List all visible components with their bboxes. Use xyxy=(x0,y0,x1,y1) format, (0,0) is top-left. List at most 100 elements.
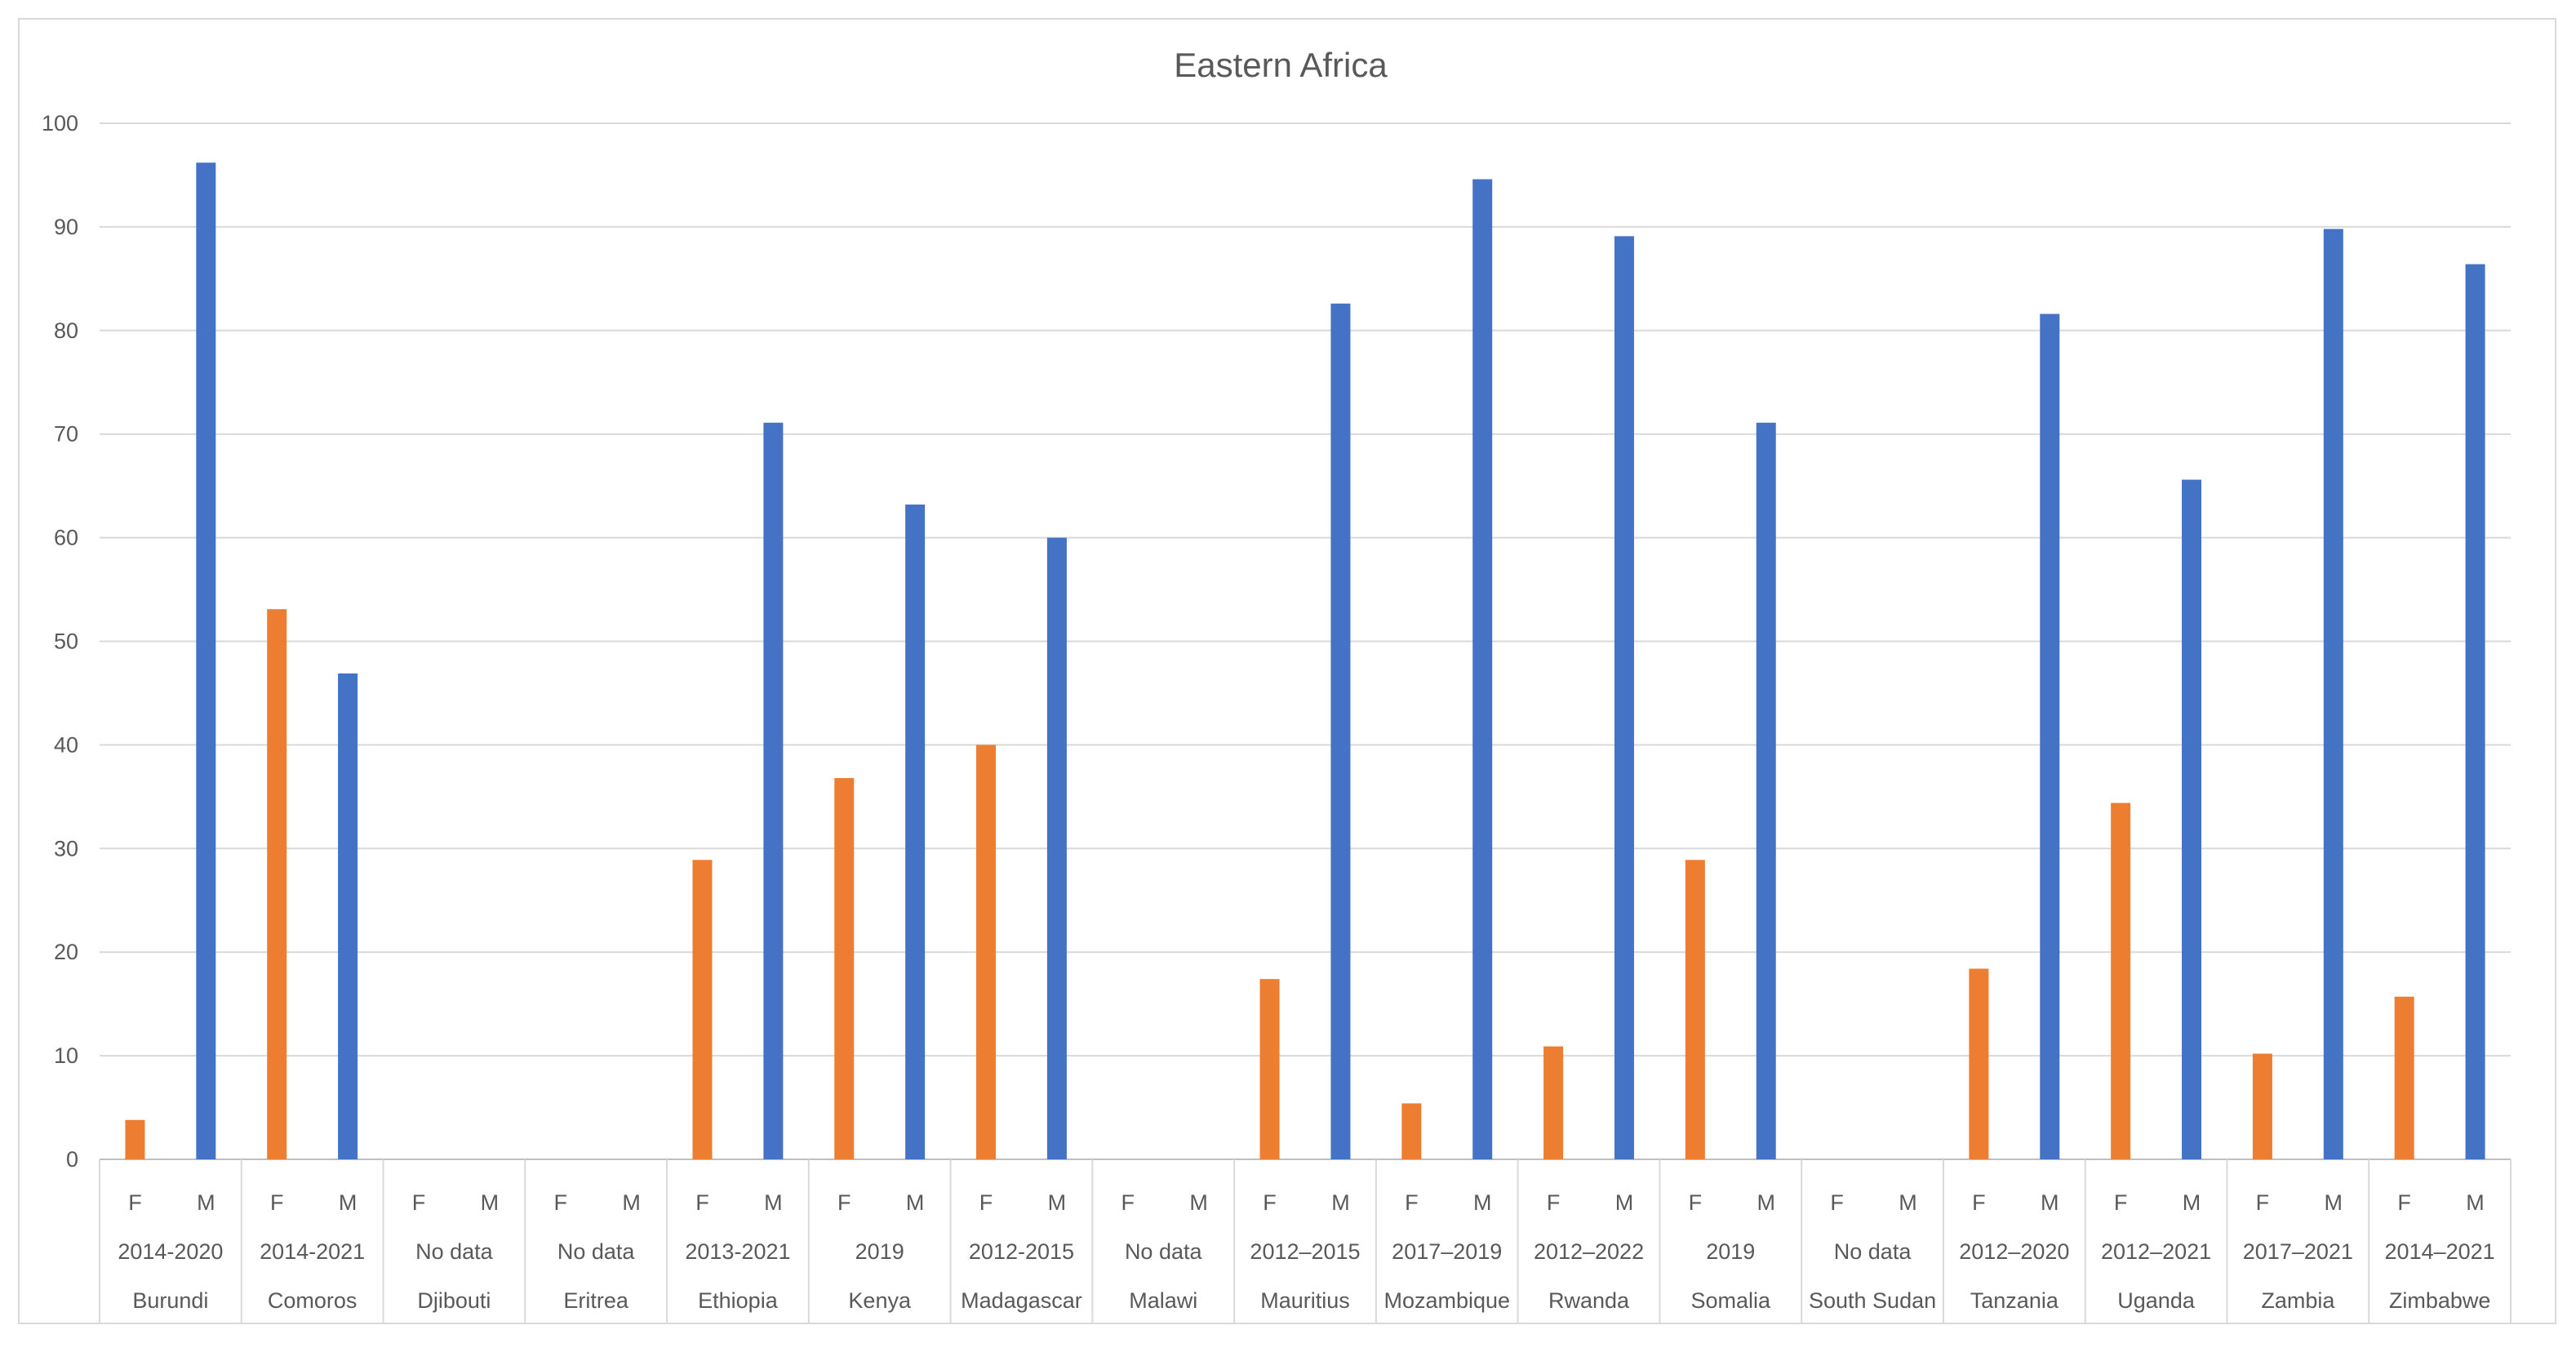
x-tick-label-sex: F xyxy=(1547,1190,1561,1215)
x-tick-label-country: Kenya xyxy=(848,1288,912,1313)
y-tick-label: 0 xyxy=(66,1147,78,1172)
x-axis: F M 2014-2020 Burundi F M 2014-2021 Comoros F M No… xyxy=(99,1159,2512,1324)
x-tick-label-period: 2019 xyxy=(1706,1239,1755,1264)
x-tick-label-sex: M xyxy=(622,1190,641,1215)
y-tick-label: 90 xyxy=(54,215,78,239)
chart-svg: Eastern Africa 0 10 20 30 40 50 60 70 80 90 100 F M… xyxy=(42,46,2512,1324)
x-tick-label-sex: F xyxy=(1689,1190,1703,1215)
x-tick-label-period: 2017–2021 xyxy=(2243,1239,2353,1264)
x-tick-label-country: Zambia xyxy=(2261,1288,2335,1313)
x-tick-label-sex: F xyxy=(1263,1190,1277,1215)
bar-F-mauritius xyxy=(1259,979,1280,1159)
bar-M-kenya xyxy=(905,504,926,1159)
x-tick-label-period: 2012–2015 xyxy=(1250,1239,1360,1264)
x-tick-label-sex: M xyxy=(2466,1190,2485,1215)
y-tick-label: 100 xyxy=(42,111,78,136)
x-tick-label-period: 2012–2020 xyxy=(1959,1239,2069,1264)
bar-F-zimbabwe xyxy=(2394,996,2414,1159)
x-tick-label-sex: M xyxy=(906,1190,925,1215)
bar-F-zambia xyxy=(2252,1053,2272,1159)
x-tick-label-sex: F xyxy=(837,1190,851,1215)
bar-F-comoros xyxy=(267,609,287,1159)
y-tick-label: 30 xyxy=(54,836,78,861)
bar-M-somalia xyxy=(1756,422,1776,1159)
x-tick-label-country: Ethiopia xyxy=(698,1288,779,1313)
x-tick-label-country: Mauritius xyxy=(1260,1288,1350,1313)
x-tick-label-sex: F xyxy=(2397,1190,2411,1215)
x-tick-label-sex: M xyxy=(1615,1190,1634,1215)
x-tick-label-country: Eritrea xyxy=(563,1288,629,1313)
chart-title: Eastern Africa xyxy=(1174,46,1388,84)
x-tick-label-period: 2012-2015 xyxy=(969,1239,1074,1264)
bar-M-zimbabwe xyxy=(2465,264,2485,1160)
x-tick-label-period: 2014–2021 xyxy=(2385,1239,2495,1264)
chart-frame: Eastern Africa 0 10 20 30 40 50 60 70 80 90 100 F M… xyxy=(18,18,2556,1324)
bar-M-burundi xyxy=(196,162,216,1159)
y-tick-label: 80 xyxy=(54,318,78,343)
bar-M-ethiopia xyxy=(763,422,784,1159)
x-tick-label-sex: F xyxy=(1972,1190,1986,1215)
x-tick-label-sex: M xyxy=(1899,1190,1917,1215)
gridlines xyxy=(100,122,2511,1160)
bar-F-burundi xyxy=(125,1119,145,1159)
x-tick-label-country: Rwanda xyxy=(1548,1288,1630,1313)
bar-M-rwanda xyxy=(1614,236,1634,1159)
x-tick-label-sex: M xyxy=(2183,1190,2201,1215)
x-tick-label-period: 2014-2021 xyxy=(260,1239,365,1264)
bar-M-mauritius xyxy=(1330,303,1351,1159)
x-tick-label-sex: F xyxy=(128,1190,142,1215)
x-tick-label-sex: M xyxy=(481,1190,500,1215)
y-tick-label: 40 xyxy=(54,732,78,757)
y-tick-label: 20 xyxy=(54,940,78,964)
x-tick-label-period: 2014-2020 xyxy=(118,1239,223,1264)
bar-F-uganda xyxy=(2111,803,2131,1159)
x-tick-label-sex: M xyxy=(2325,1190,2343,1215)
x-tick-label-period: 2017–2019 xyxy=(1392,1239,1502,1264)
x-tick-label-sex: M xyxy=(1048,1190,1067,1215)
y-tick-label: 10 xyxy=(54,1043,78,1068)
x-tick-label-sex: M xyxy=(197,1190,215,1215)
x-tick-label-sex: M xyxy=(1473,1190,1492,1215)
x-tick-label-sex: F xyxy=(2256,1190,2270,1215)
x-tick-label-period: 2019 xyxy=(855,1239,904,1264)
bars xyxy=(125,162,2485,1160)
x-tick-label-country: Malawi xyxy=(1129,1288,1197,1313)
y-axis: 0 10 20 30 40 50 60 70 80 90 100 xyxy=(42,111,78,1172)
x-tick-label-country: Somalia xyxy=(1691,1288,1772,1313)
x-tick-label-sex: F xyxy=(412,1190,426,1215)
bar-F-rwanda xyxy=(1543,1046,1564,1159)
x-tick-label-period: No data xyxy=(1125,1239,1203,1264)
x-tick-label-sex: F xyxy=(979,1190,993,1215)
bar-M-comoros xyxy=(338,673,358,1159)
x-tick-label-sex: M xyxy=(1189,1190,1208,1215)
bar-F-mozambique xyxy=(1401,1103,1422,1159)
bar-F-somalia xyxy=(1685,860,1705,1159)
bar-F-madagascar xyxy=(976,745,997,1159)
x-tick-label-sex: M xyxy=(1757,1190,1775,1215)
x-tick-label-sex: F xyxy=(1121,1190,1135,1215)
x-tick-label-period: No data xyxy=(557,1239,636,1264)
x-tick-label-country: Djibouti xyxy=(417,1288,491,1313)
bar-M-uganda xyxy=(2182,479,2202,1159)
bar-M-madagascar xyxy=(1046,537,1067,1159)
x-tick-label-period: 2012–2022 xyxy=(1534,1239,1644,1264)
bar-F-kenya xyxy=(834,778,855,1159)
x-tick-label-sex: F xyxy=(2114,1190,2128,1215)
x-tick-label-country: Tanzania xyxy=(1970,1288,2059,1313)
x-tick-label-country: Uganda xyxy=(2117,1288,2196,1313)
x-tick-label-period: No data xyxy=(1834,1239,1912,1264)
x-tick-label-country: Madagascar xyxy=(961,1288,1082,1313)
x-tick-label-country: South Sudan xyxy=(1809,1288,1936,1313)
y-tick-label: 70 xyxy=(54,422,78,447)
bar-M-tanzania xyxy=(2040,314,2060,1160)
x-tick-label-period: 2013-2021 xyxy=(685,1239,790,1264)
bar-F-ethiopia xyxy=(692,860,713,1159)
bar-F-tanzania xyxy=(1969,968,1989,1159)
x-tick-label-country: Zimbabwe xyxy=(2389,1288,2491,1313)
bar-M-mozambique xyxy=(1472,179,1493,1159)
x-tick-label-country: Burundi xyxy=(132,1288,208,1313)
x-tick-label-sex: F xyxy=(1405,1190,1419,1215)
x-tick-label-period: No data xyxy=(415,1239,494,1264)
bar-M-zambia xyxy=(2323,229,2343,1159)
x-tick-label-sex: M xyxy=(339,1190,358,1215)
